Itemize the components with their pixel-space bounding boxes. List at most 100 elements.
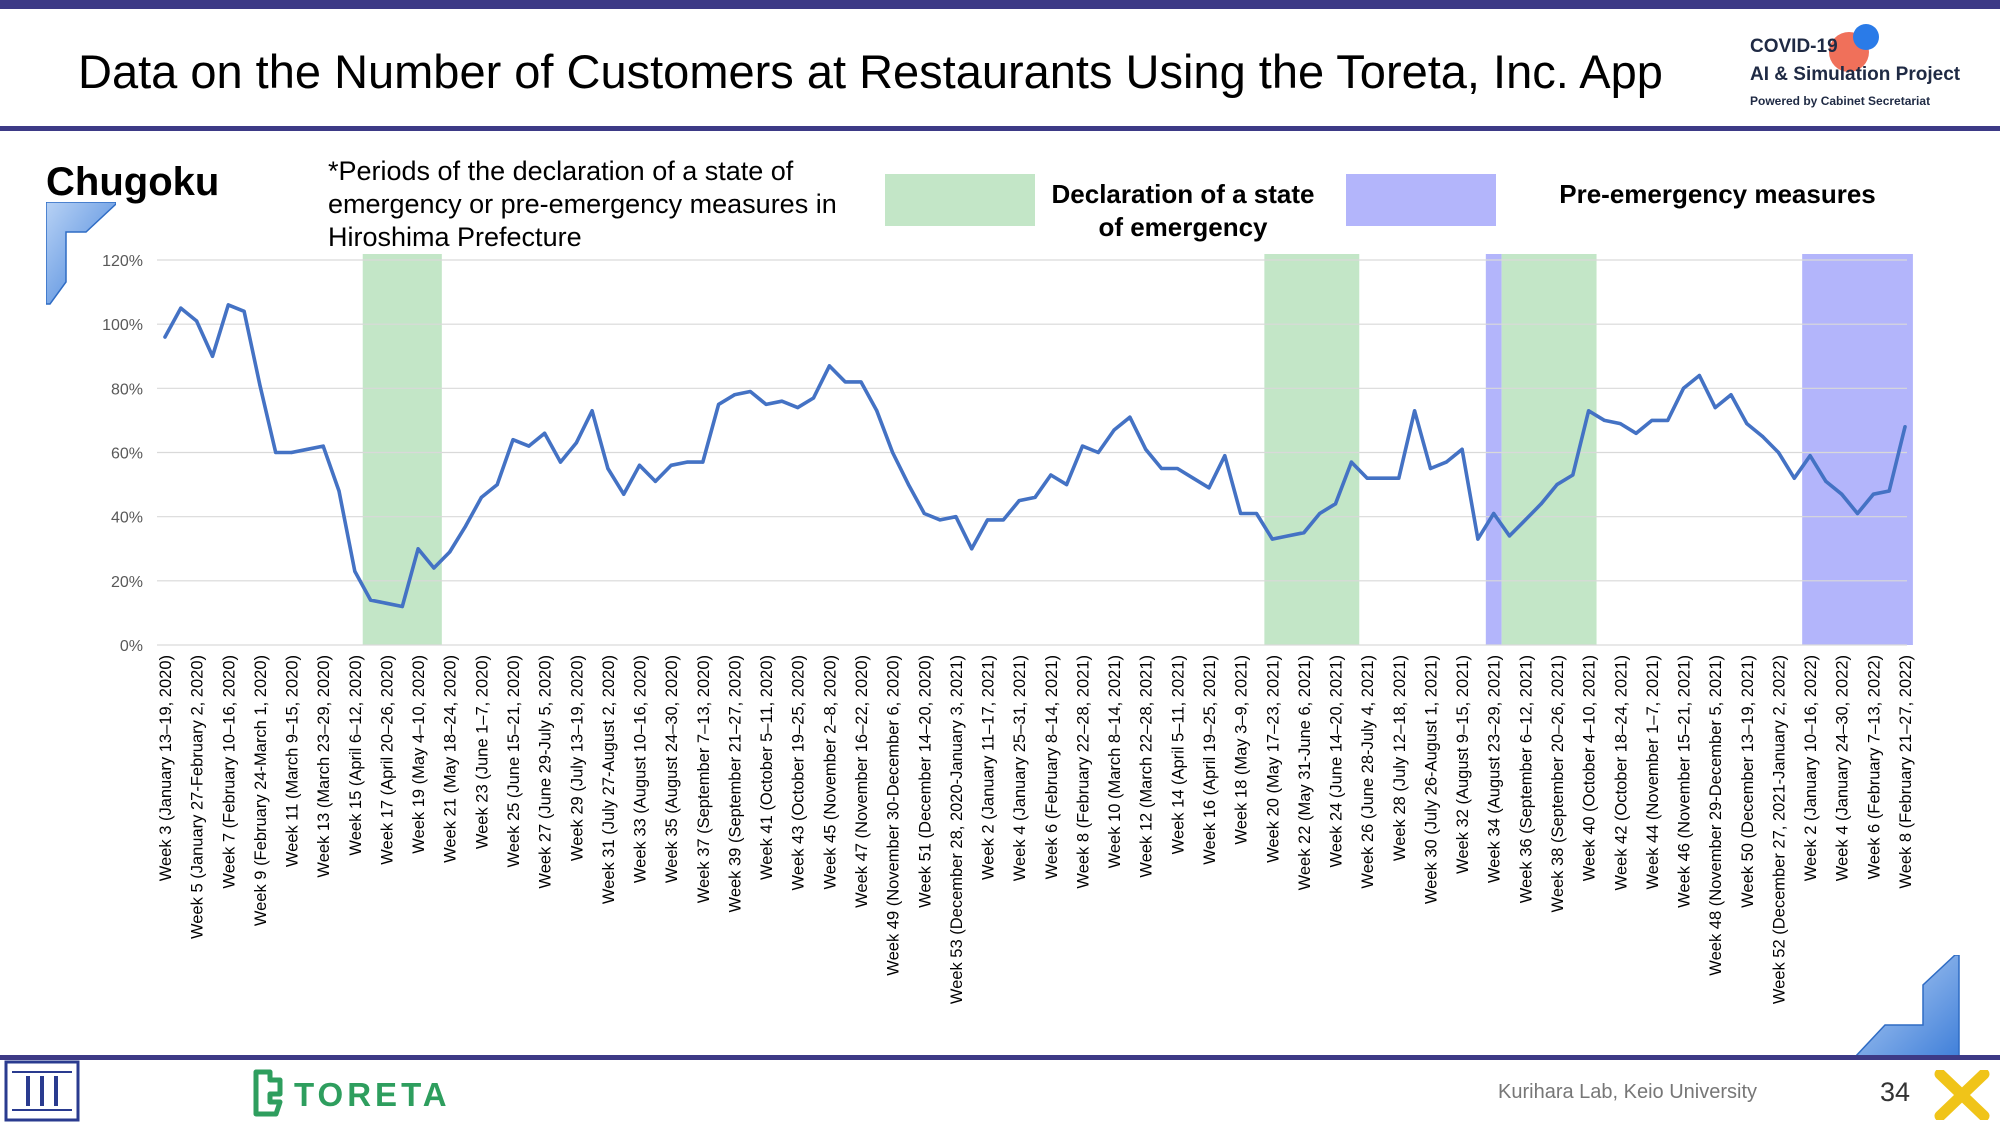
data-point — [527, 444, 531, 448]
data-point — [1808, 454, 1812, 458]
data-point — [1539, 502, 1543, 506]
y-tick-label: 120% — [102, 253, 143, 270]
data-point — [859, 380, 863, 384]
slide-title: Data on the Number of Customers at Resta… — [78, 45, 1663, 98]
data-point — [637, 463, 642, 467]
top-theme-bar — [0, 0, 2000, 9]
data-point — [353, 569, 357, 573]
x-tick-label: Week 42 (October 18–24, 2021) — [1612, 655, 1630, 890]
data-point — [1128, 415, 1132, 419]
data-point — [1223, 454, 1227, 458]
data-point — [875, 409, 879, 413]
x-tick-label: Week 18 (May 3–9, 2021) — [1233, 655, 1251, 845]
logo-line-2: AI & Simulation Project — [1750, 64, 1961, 85]
data-point — [1318, 511, 1322, 516]
data-point — [1112, 428, 1116, 432]
data-point — [1080, 444, 1085, 448]
y-tick-label: 40% — [111, 510, 143, 527]
x-tick-label: Week 9 (February 24-March 1, 2020) — [252, 655, 270, 926]
data-point — [337, 489, 341, 493]
data-point — [1476, 537, 1480, 541]
data-point — [321, 444, 325, 448]
x-tick-label: Week 32 (August 9–15, 2021) — [1454, 655, 1472, 874]
title-underline-bar — [0, 126, 2000, 131]
x-tick-label: Week 13 (March 23–29, 2020) — [315, 655, 333, 878]
data-point — [1602, 418, 1607, 423]
data-point — [400, 604, 404, 609]
x-tick-label: Week 11 (March 9–15, 2020) — [284, 655, 302, 867]
data-point — [195, 319, 199, 323]
y-tick-label: 100% — [102, 317, 143, 334]
data-point — [922, 511, 926, 516]
y-tick-label: 60% — [111, 446, 143, 463]
data-point — [827, 364, 831, 368]
emergency-band — [1264, 254, 1360, 645]
data-point — [1840, 492, 1844, 496]
data-point — [891, 450, 895, 455]
x-tick-label: Week 6 (February 8–14, 2021) — [1043, 655, 1061, 879]
period-note: *Periods of the declaration of a state o… — [328, 156, 837, 252]
data-point — [1286, 534, 1290, 538]
data-point — [1207, 486, 1211, 490]
data-point — [1697, 373, 1701, 378]
data-point — [1761, 434, 1765, 439]
data-point — [748, 389, 752, 394]
data-point — [685, 460, 689, 464]
x-tick-label: Week 6 (February 7–13, 2022) — [1865, 655, 1883, 879]
data-point — [1017, 499, 1021, 503]
x-tick-label: Week 23 (June 1–7, 2020) — [473, 655, 491, 849]
data-point — [1666, 418, 1670, 423]
data-point — [1792, 476, 1796, 480]
pre-emergency-band — [1485, 254, 1502, 645]
data-point — [780, 399, 784, 403]
data-point — [226, 303, 230, 307]
data-point — [590, 409, 594, 413]
data-point — [653, 479, 657, 483]
x-tick-label: Week 45 (November 2–8, 2020) — [821, 655, 839, 890]
data-point — [1428, 466, 1433, 471]
data-point — [1349, 460, 1353, 464]
x-tick-label: Week 16 (April 19–25, 2021) — [1201, 655, 1219, 865]
data-point — [1507, 534, 1512, 538]
x-tick-label: Week 2 (January 10–16, 2022) — [1802, 655, 1820, 881]
x-tick-label: Week 29 (July 13–19, 2020) — [568, 655, 586, 861]
x-tick-label: Week 49 (November 30-December 6, 2020) — [885, 655, 903, 976]
x-tick-label: Week 4 (January 25–31, 2021) — [1011, 655, 1029, 881]
data-point — [369, 598, 373, 602]
x-tick-label: Week 8 (February 21–27, 2022) — [1897, 655, 1915, 889]
x-tick-label: Week 28 (July 12–18, 2021) — [1391, 655, 1409, 861]
x-tick-label: Week 51 (December 14–20, 2020) — [916, 655, 934, 908]
x-tick-label: Week 27 (June 29-July 5, 2020) — [537, 655, 555, 889]
data-point — [258, 383, 262, 387]
corner-bracket-bottom-right-icon — [1855, 955, 1960, 1060]
x-tick-label: Week 34 (August 23–29, 2021) — [1486, 655, 1504, 883]
x-tick-label: Week 22 (May 31-June 6, 2021) — [1296, 655, 1314, 890]
x-tick-label: Week 37 (September 7–13, 2020) — [695, 655, 713, 903]
data-point — [1413, 409, 1417, 413]
x-tick-label: Week 24 (June 14–20, 2021) — [1328, 655, 1346, 868]
data-point — [1650, 418, 1654, 423]
x-tick-label: Week 39 (September 21–27, 2020) — [727, 655, 745, 912]
pre-emergency-band — [1802, 254, 1913, 645]
x-tick-label: Week 40 (October 4–10, 2021) — [1581, 655, 1599, 881]
data-point — [416, 547, 420, 551]
legend-swatch-pre-emergency — [1346, 174, 1496, 226]
x-tick-label: Week 15 (April 6–12, 2020) — [347, 655, 365, 856]
period-bands — [362, 254, 1913, 645]
data-point — [970, 547, 974, 551]
data-point — [1065, 482, 1069, 487]
x-tick-label: Week 31 (July 27-August 2, 2020) — [600, 655, 618, 904]
data-point — [606, 466, 610, 471]
data-point — [1144, 447, 1148, 451]
data-point — [1159, 466, 1164, 471]
data-point — [179, 306, 183, 310]
data-point — [1302, 531, 1306, 535]
data-point — [1745, 422, 1749, 426]
corner-bracket-top-left-icon — [46, 202, 116, 305]
data-point — [1191, 476, 1195, 480]
x-tick-label: Week 20 (May 17–23, 2021) — [1264, 655, 1282, 863]
x-tick-label: Week 8 (February 22–28, 2021) — [1075, 655, 1093, 889]
data-point — [289, 450, 294, 455]
page-number: 34 — [1880, 1077, 1911, 1107]
data-point — [1239, 511, 1243, 516]
